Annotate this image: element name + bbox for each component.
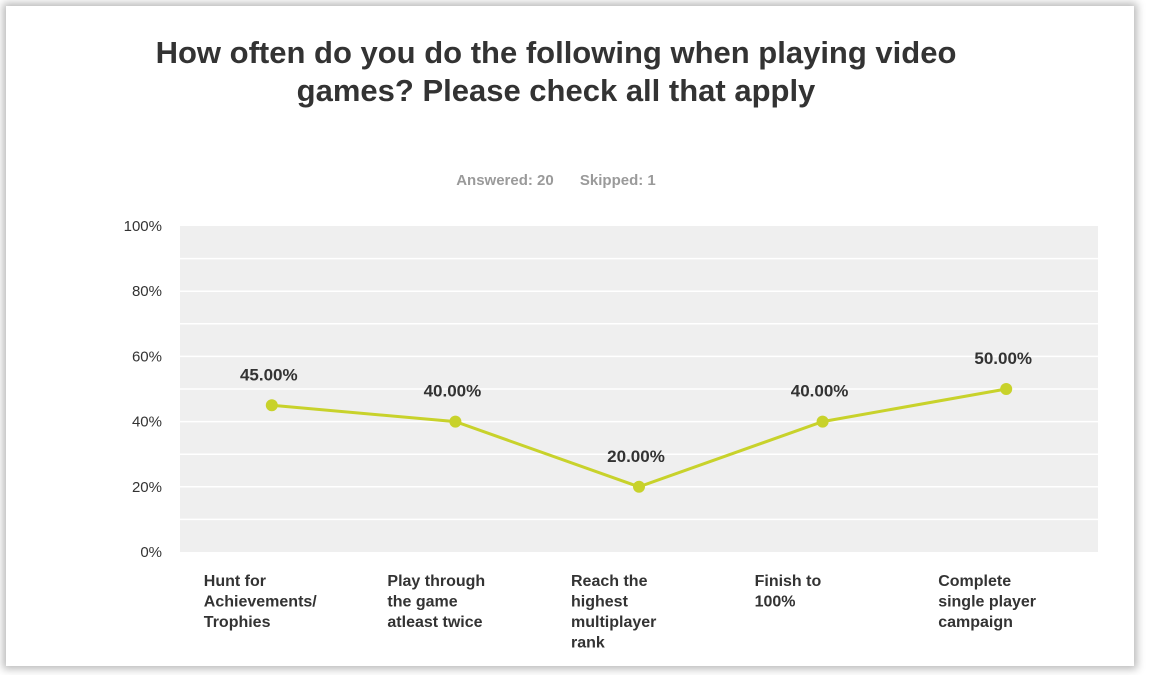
- x-category-label: Play through: [387, 573, 485, 590]
- y-tick-label: 100%: [124, 218, 162, 235]
- data-label: 20.00%: [607, 447, 665, 466]
- x-category-label: multiplayer: [571, 614, 656, 631]
- data-label: 50.00%: [974, 349, 1032, 368]
- data-label: 45.00%: [240, 365, 298, 384]
- chart-title: How often do you do the following when p…: [155, 35, 957, 108]
- data-point: [265, 399, 278, 412]
- data-point: [816, 415, 829, 428]
- y-tick-label: 40%: [132, 414, 162, 431]
- x-category-label: Achievements/: [204, 594, 317, 611]
- x-category-label: Trophies: [204, 614, 271, 631]
- data-point: [1000, 383, 1013, 395]
- response-summary: Answered: 20 Skipped: 1: [6, 172, 1106, 189]
- x-category-label: the game: [387, 594, 457, 611]
- data-label: 40.00%: [424, 382, 482, 401]
- data-point: [633, 480, 645, 493]
- chart-card: How often do you do the following when p…: [6, 6, 1134, 666]
- y-tick-label: 0%: [140, 544, 162, 561]
- skipped-count: Skipped: 1: [579, 172, 656, 189]
- line-chart: 0% 20% 40% 60% 80% 100% 45.00% 40.00% 20.00% 40.0…: [124, 218, 1098, 652]
- y-tick-label: 80%: [132, 283, 162, 300]
- x-category-label: Complete: [938, 573, 1011, 590]
- data-label: 40.00%: [791, 382, 849, 401]
- x-category-label: single player: [938, 594, 1036, 611]
- x-category-label: atleast twice: [387, 614, 482, 631]
- x-category-label: campaign: [938, 614, 1013, 631]
- data-point: [449, 415, 462, 428]
- x-category-label: Finish to: [755, 573, 822, 590]
- x-category-label: highest: [571, 594, 629, 611]
- y-tick-label: 60%: [132, 348, 162, 365]
- x-category-label: Hunt for: [204, 573, 266, 590]
- y-tick-label: 20%: [132, 479, 162, 496]
- answered-count: Answered: 20: [456, 172, 554, 189]
- x-category-label: rank: [571, 635, 605, 652]
- x-category-label: 100%: [755, 594, 796, 611]
- x-category-label: Reach the: [571, 573, 648, 590]
